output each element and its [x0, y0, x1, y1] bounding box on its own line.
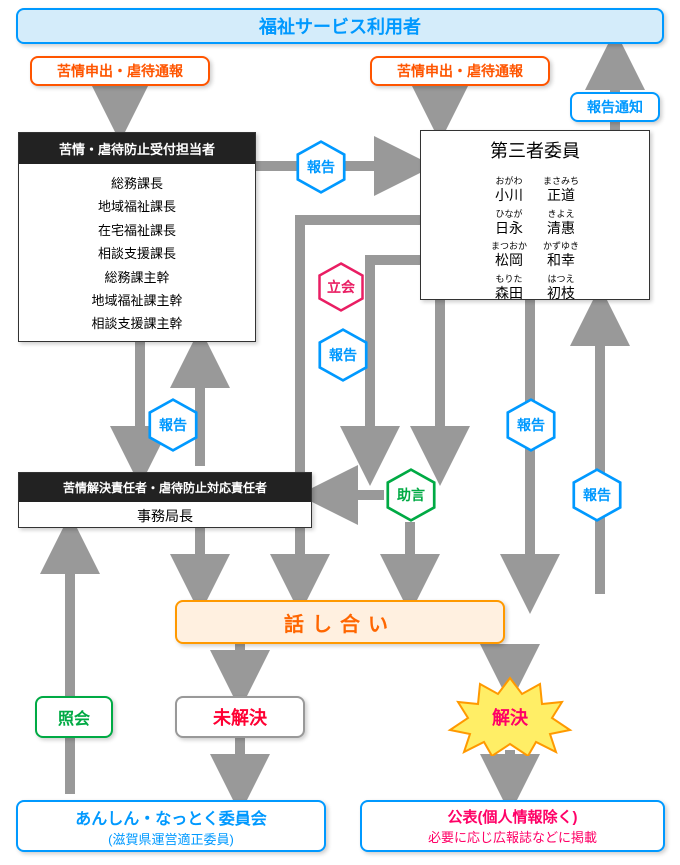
receiver-member-item: 総務課長	[91, 172, 182, 195]
hex-report5: 報告	[570, 468, 624, 522]
complaint1-box: 苦情申出・虐待通報	[30, 56, 210, 86]
anshin-line2: (滋賀県運営適正委員)	[108, 829, 234, 848]
committee-name-cell: おがわ小川	[491, 177, 527, 206]
complaint2-box: 苦情申出・虐待通報	[370, 56, 550, 86]
unresolved-label: 未解決	[213, 704, 267, 730]
hex-report3: 報告	[146, 398, 200, 452]
hex-report1: 報告	[294, 140, 348, 194]
committee-box: 第三者委員 おがわ小川まさみち正道ひなが日永きよえ清惠まつおか松岡かずゆき和幸も…	[420, 130, 650, 300]
receiver-member-item: 在宅福祉課長	[91, 219, 182, 242]
anshin-box: あんしん・なっとく委員会 (滋賀県運営適正委員)	[16, 800, 326, 852]
inquiry-label: 照会	[58, 705, 90, 729]
user-box: 福祉サービス利用者	[16, 8, 664, 44]
resolved-label: 解決	[440, 704, 580, 730]
receiver-box: 苦情・虐待防止受付担当者 総務課長地域福祉課長在宅福祉課長相談支援課長総務課主幹…	[18, 132, 256, 342]
receiver-member-item: 地域福祉課主幹	[91, 289, 182, 312]
receiver-member-item: 相談支援課長	[91, 242, 182, 265]
responsible-box: 苦情解決責任者・虐待防止対応責任者 事務局長	[18, 472, 312, 528]
committee-name-cell: もりた森田	[491, 275, 527, 304]
committee-title: 第三者委員	[484, 131, 586, 169]
resolved-star: 解決	[440, 676, 580, 756]
committee-name-cell: まさみち正道	[543, 177, 579, 206]
publish-line2: 必要に応じ広報誌などに掲載	[428, 827, 597, 846]
committee-name-cell: まつおか松岡	[491, 242, 527, 271]
notice-box: 報告通知	[570, 92, 660, 122]
committee-name-cell: はつえ初枝	[543, 275, 579, 304]
hex-report2: 報告	[316, 328, 370, 382]
receiver-member-item: 相談支援課主幹	[91, 312, 182, 335]
publish-line1: 公表(個人情報除く)	[448, 806, 578, 827]
hex-attend: 立会	[316, 262, 366, 312]
responsible-member: 事務局長	[133, 502, 197, 530]
receiver-member-item: 地域福祉課長	[91, 195, 182, 218]
complaint2-label: 苦情申出・虐待通報	[397, 61, 523, 81]
discussion-label: 話し合い	[284, 608, 396, 637]
unresolved-box: 未解決	[175, 696, 305, 738]
hex-advice: 助言	[384, 468, 438, 522]
receiver-member-item: 総務課主幹	[91, 266, 182, 289]
receiver-members: 総務課長地域福祉課長在宅福祉課長相談支援課長総務課主幹地域福祉課主幹相談支援課主…	[83, 164, 190, 344]
responsible-title: 苦情解決責任者・虐待防止対応責任者	[19, 473, 311, 502]
publish-box: 公表(個人情報除く) 必要に応じ広報誌などに掲載	[360, 800, 665, 852]
anshin-line1: あんしん・なっとく委員会	[75, 805, 267, 829]
committee-name-cell: きよえ清惠	[543, 210, 579, 239]
complaint1-label: 苦情申出・虐待通報	[57, 61, 183, 81]
committee-name-cell: ひなが日永	[491, 210, 527, 239]
hex-report4: 報告	[504, 398, 558, 452]
user-label: 福祉サービス利用者	[259, 13, 421, 39]
inquiry-box: 照会	[35, 696, 113, 738]
discussion-box: 話し合い	[175, 600, 505, 644]
notice-label: 報告通知	[587, 97, 643, 117]
receiver-title: 苦情・虐待防止受付担当者	[19, 133, 255, 164]
committee-names: おがわ小川まさみち正道ひなが日永きよえ清惠まつおか松岡かずゆき和幸もりた森田はつ…	[471, 169, 599, 311]
committee-name-cell: かずゆき和幸	[543, 242, 579, 271]
